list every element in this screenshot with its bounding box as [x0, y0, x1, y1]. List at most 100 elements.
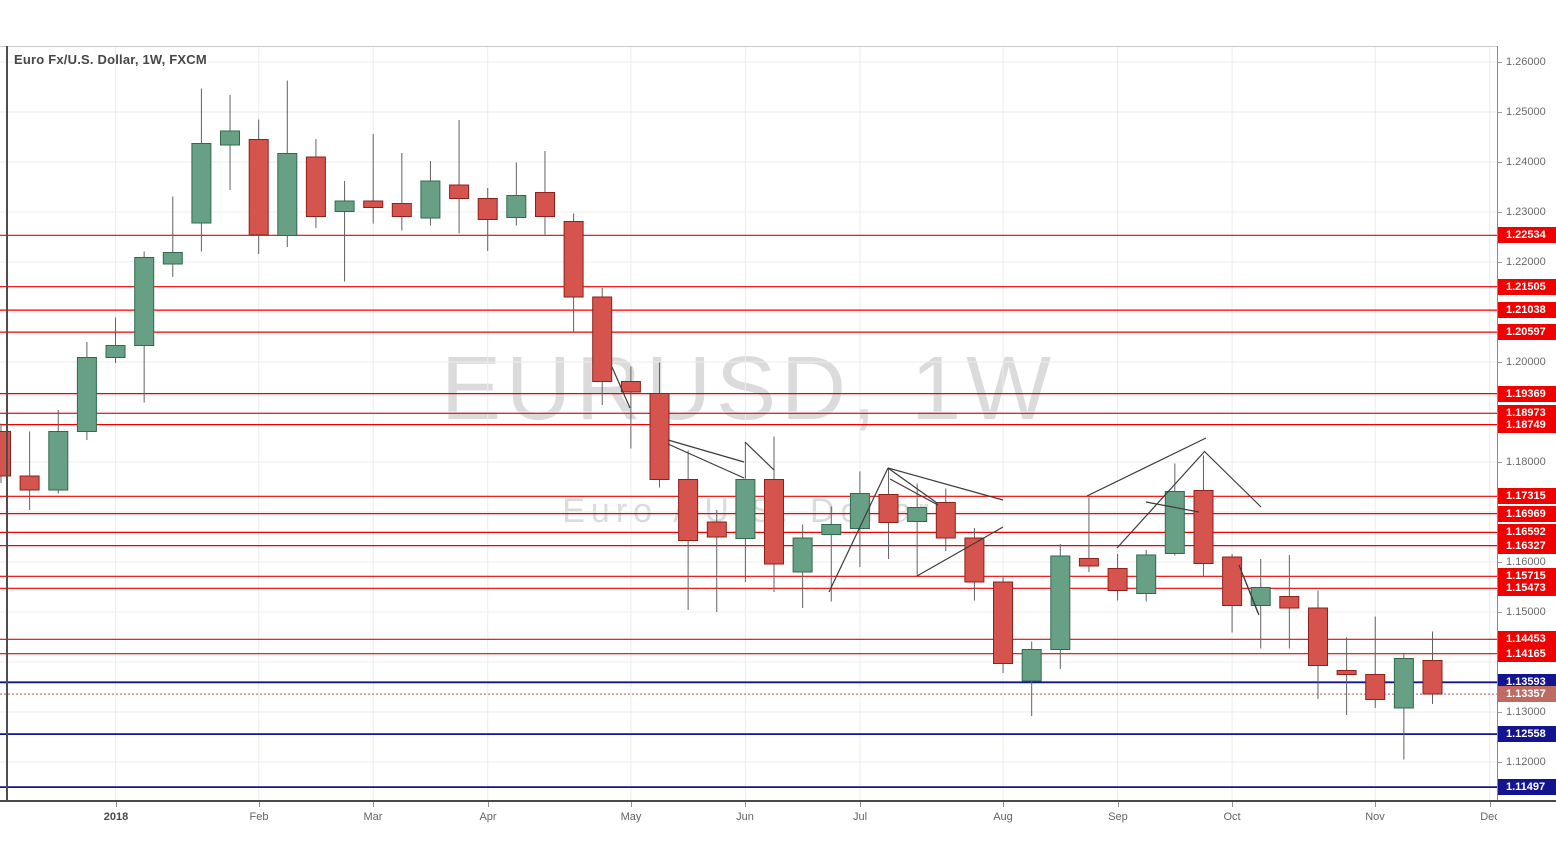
candle-body-down: [391, 203, 412, 217]
candle-body-down: [1308, 607, 1328, 666]
time-axis-label: Sep: [1108, 811, 1128, 823]
time-axis-label: 2018: [103, 811, 129, 823]
candle-body-down: [1336, 670, 1357, 675]
trendline-drawing[interactable]: [611, 366, 631, 409]
candle-body-up: [48, 431, 69, 491]
time-axis-tick: [1003, 802, 1004, 807]
time-axis-label: Dec: [0, 811, 20, 823]
price-tick-label: 1.23000: [1498, 205, 1556, 219]
time-axis-label: Jul: [852, 811, 868, 823]
price-tick-label: 1.18000: [1498, 455, 1556, 469]
time-axis-tick: [745, 802, 746, 807]
price-tick-label: 1.20000: [1498, 355, 1556, 369]
price-level-badge-red: 1.21505: [1498, 278, 1556, 295]
candle-body-down: [878, 494, 899, 523]
candle-body-up: [506, 195, 527, 218]
trendline-drawing[interactable]: [1116, 450, 1206, 549]
price-level-badge-red: 1.21038: [1498, 302, 1556, 319]
candlestick-canvas[interactable]: [0, 46, 1497, 800]
candle-body-down: [477, 198, 498, 220]
trendline-drawing[interactable]: [1145, 501, 1200, 513]
chart-area[interactable]: EURUSD, 1W Euro / U.S. Dollar: [0, 46, 1497, 800]
axis-corner: [1498, 802, 1556, 842]
time-axis-label: Jun: [736, 811, 754, 823]
time-axis-label: Nov: [1365, 811, 1385, 823]
trendline-drawing[interactable]: [667, 439, 745, 463]
trendline-drawing[interactable]: [1204, 451, 1262, 508]
price-tick-label: 1.22000: [1498, 255, 1556, 269]
candle-body-down: [935, 502, 956, 539]
trendline-drawing[interactable]: [1086, 437, 1207, 497]
time-axis-label: May: [620, 811, 642, 823]
candle-body-down: [363, 200, 384, 208]
time-axis-tick: [631, 802, 632, 807]
trendline-drawing[interactable]: [889, 478, 939, 506]
trendline-drawing[interactable]: [1242, 574, 1260, 616]
time-axis-label: Apr: [479, 811, 497, 823]
price-level-badge-red: 1.14453: [1498, 631, 1556, 648]
candle-body-up: [792, 537, 813, 573]
candle-body-up: [735, 479, 756, 539]
price-level-badge-blue: 1.12558: [1498, 726, 1556, 743]
time-axis-tick: [1375, 802, 1376, 807]
candle-body-down: [563, 221, 584, 298]
candle-body-up: [1393, 658, 1414, 709]
price-tick-label: 1.25000: [1498, 105, 1556, 119]
price-axis[interactable]: 1.26000 1.25000 1.24000 1.23000 1.22000 1.200…: [1498, 46, 1556, 800]
price-tick-label: 1.12000: [1498, 755, 1556, 769]
time-axis-tick: [1490, 802, 1491, 807]
candle-body-down: [1193, 490, 1214, 564]
candle-body-up: [162, 252, 183, 265]
candle-body-down: [305, 156, 326, 217]
trendline-drawing[interactable]: [828, 467, 889, 593]
time-axis-tick: [860, 802, 861, 807]
candle-body-up: [277, 153, 298, 236]
candle-body-down: [535, 192, 555, 217]
candle-body-down: [620, 381, 641, 393]
candle-body-up: [220, 130, 240, 146]
price-level-badge-red: 1.14165: [1498, 645, 1556, 662]
candle-body-down: [1422, 660, 1443, 695]
price-level-badge-red: 1.16969: [1498, 505, 1556, 522]
current-price-badge: 1.13357: [1498, 686, 1556, 703]
pane-top-border: [0, 46, 1556, 47]
candle-body-up: [334, 200, 355, 212]
trendline-drawing[interactable]: [744, 441, 775, 471]
candle-body-up: [1164, 491, 1185, 554]
trendline-drawing[interactable]: [887, 467, 938, 504]
candle-body-up: [191, 143, 212, 224]
price-axis-border: [1497, 46, 1498, 800]
candle-body-down: [1107, 568, 1128, 591]
price-level-badge-red: 1.15715: [1498, 568, 1556, 585]
price-level-badge-red: 1.19369: [1498, 385, 1556, 402]
price-tick-label: 1.24000: [1498, 155, 1556, 169]
trendline-drawing[interactable]: [667, 443, 745, 479]
time-axis-label: Dec: [1480, 811, 1497, 823]
candle-body-down: [449, 184, 470, 199]
trendline-drawing[interactable]: [916, 526, 1004, 577]
time-axis[interactable]: Dec 2018 Feb Mar Apr May Jun Jul Aug Sep Oct Nov Dec: [0, 802, 1497, 842]
candle-body-down: [993, 581, 1013, 664]
price-level-badge-blue: 1.11497: [1498, 779, 1556, 796]
pane-left-border: [6, 46, 8, 800]
candle-body-down: [964, 537, 985, 583]
candle-body-up: [134, 257, 155, 346]
candle-body-up: [76, 357, 97, 432]
time-axis-tick: [488, 802, 489, 807]
price-level-badge-red: 1.22534: [1498, 227, 1556, 244]
candle-body-down: [592, 296, 613, 382]
price-level-badge-red: 1.16592: [1498, 524, 1556, 541]
price-level-badge-red: 1.17315: [1498, 488, 1556, 505]
candle-body-down: [1365, 674, 1386, 700]
price-level-badge-red: 1.16327: [1498, 537, 1556, 554]
candle-body-up: [821, 524, 842, 535]
price-tick-label: 1.15000: [1498, 605, 1556, 619]
price-level-badge-red: 1.20597: [1498, 324, 1556, 341]
trendline-drawing[interactable]: [887, 467, 1004, 501]
time-axis-label: Aug: [993, 811, 1013, 823]
candle-body-up: [849, 493, 870, 529]
candle-body-down: [19, 475, 40, 491]
candle-body-down: [764, 479, 784, 565]
candle-body-down: [678, 479, 699, 541]
